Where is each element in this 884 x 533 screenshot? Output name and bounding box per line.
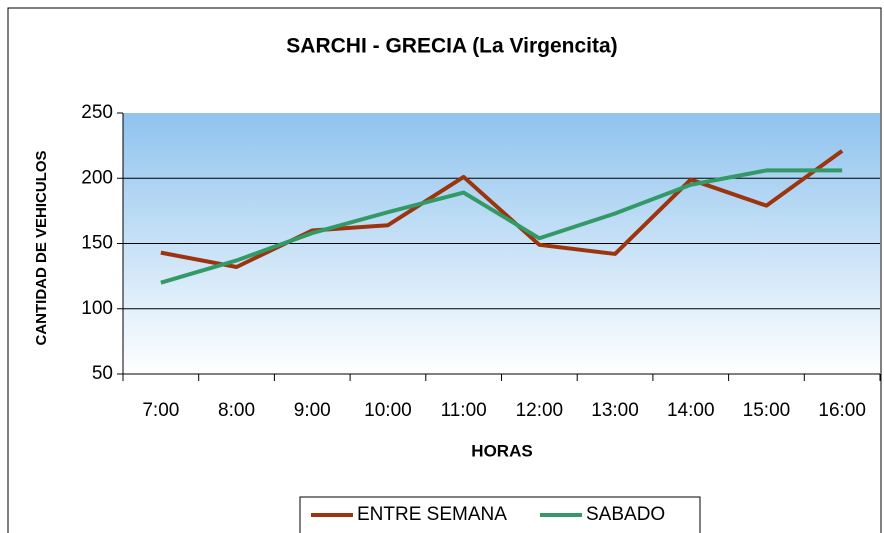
x-tick-label: 12:00 (516, 400, 564, 421)
legend-label: ENTRE SEMANA (357, 504, 507, 525)
x-tick-label: 8:00 (218, 400, 255, 421)
chart-title: SARCHI - GRECIA (La Virgencita) (286, 35, 617, 58)
x-tick-label: 15:00 (743, 400, 791, 421)
y-axis-label: CANTIDAD DE VEHICULOS (33, 150, 50, 345)
y-tick-label: 250 (81, 102, 113, 123)
legend (299, 496, 701, 533)
y-tick-label: 50 (92, 363, 113, 384)
x-tick-label: 9:00 (294, 400, 331, 421)
series-line (160, 168, 843, 285)
x-tick-label: 11:00 (441, 400, 487, 421)
y-tick-label: 100 (81, 298, 113, 319)
x-tick-label: 7:00 (142, 400, 179, 421)
x-axis-label: HORAS (471, 441, 532, 460)
x-tick-label: 16:00 (818, 400, 866, 421)
x-tick-label: 13:00 (591, 400, 639, 421)
x-tick-label: 14:00 (667, 400, 715, 421)
legend-label: SABADO (586, 504, 665, 525)
y-tick-label: 150 (81, 233, 113, 254)
y-tick-label: 200 (81, 167, 113, 188)
x-tick-label: 10:00 (364, 400, 412, 421)
